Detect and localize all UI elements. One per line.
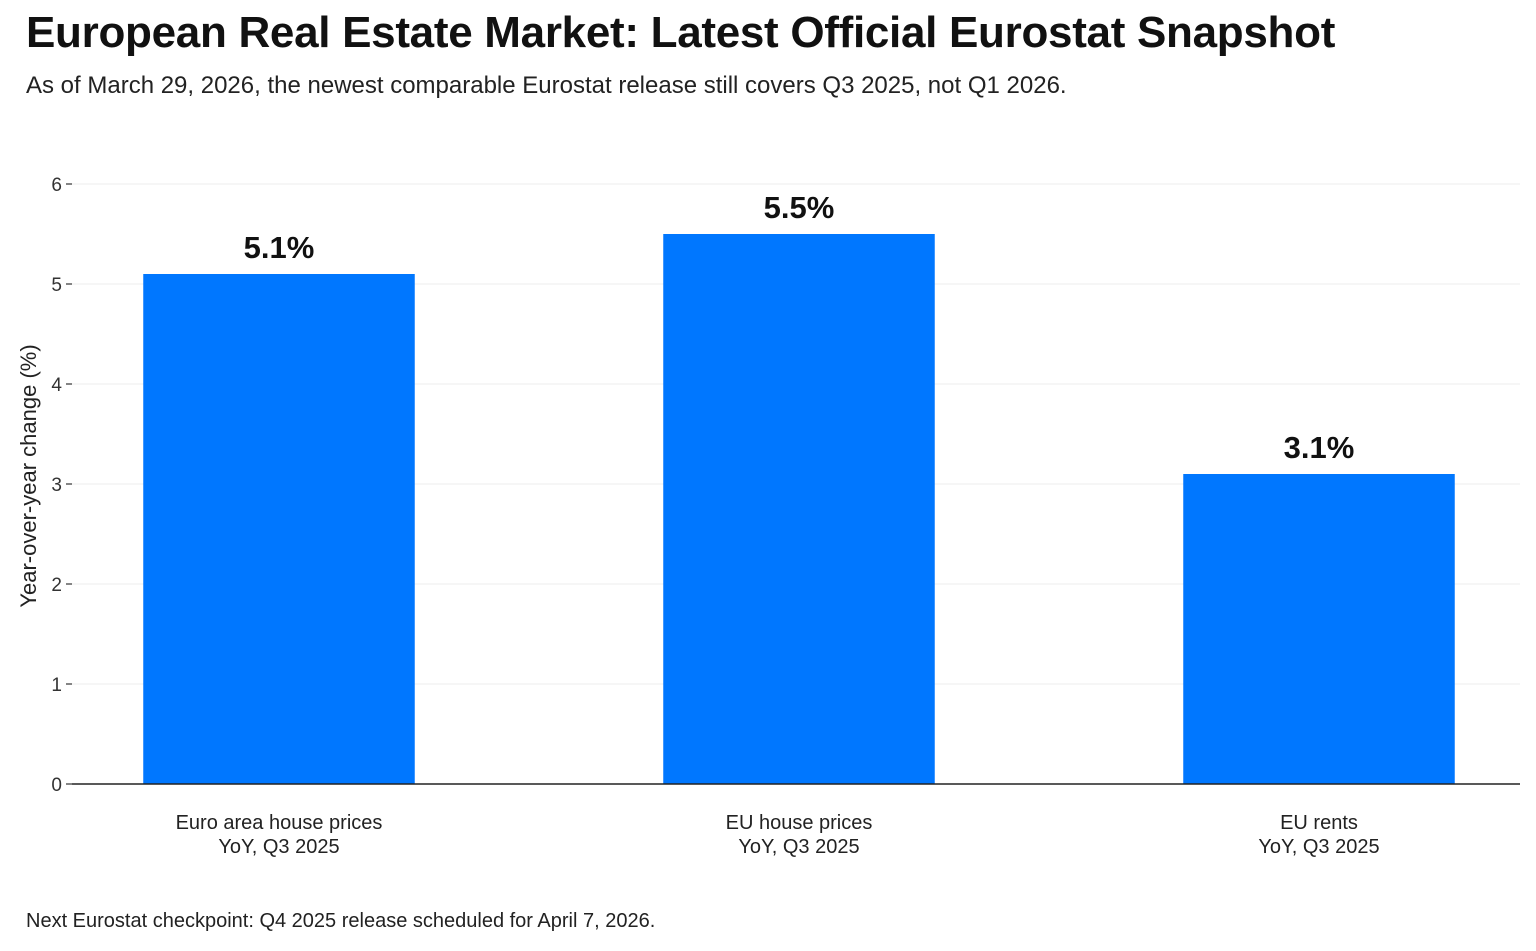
footnote: Next Eurostat checkpoint: Q4 2025 releas… [26,910,656,932]
y-tick-label: 3 [51,475,62,496]
x-category-label: YoY, Q3 2025 [1258,836,1379,858]
x-category-label: YoY, Q3 2025 [738,836,859,858]
x-category-label: Euro area house prices [176,812,383,834]
y-tick-label: 6 [51,175,62,196]
bar-value-label: 5.5% [764,190,835,225]
bar-value-label: 5.1% [244,230,315,265]
y-tick-label: 0 [51,775,62,796]
bar [663,234,935,784]
y-tick-label: 1 [51,675,62,696]
chart-subtitle: As of March 29, 2026, the newest compara… [26,72,1067,99]
x-category-label: EU rents [1280,812,1358,834]
bar-value-label: 3.1% [1284,430,1355,465]
bar [1183,474,1455,784]
x-category-label: YoY, Q3 2025 [218,836,339,858]
x-category-label: EU house prices [726,812,873,834]
bar [143,274,415,784]
y-tick-label: 5 [51,275,62,296]
y-axis-title: Year-over-year change (%) [16,344,41,607]
y-tick-label: 4 [51,375,62,396]
y-tick-label: 2 [51,575,62,596]
chart-title: European Real Estate Market: Latest Offi… [26,8,1336,57]
